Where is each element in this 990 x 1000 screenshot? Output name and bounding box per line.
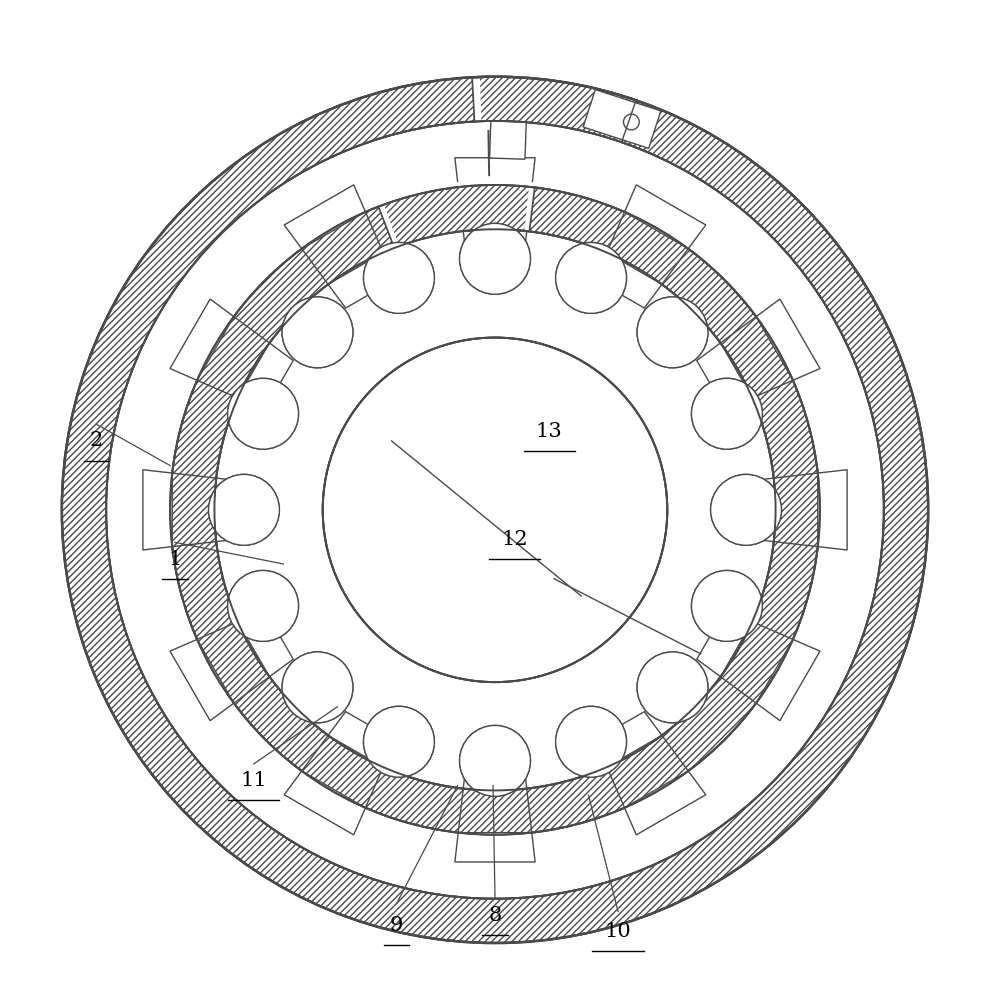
- Polygon shape: [284, 771, 365, 835]
- Circle shape: [691, 378, 762, 449]
- Polygon shape: [463, 231, 527, 260]
- Circle shape: [282, 297, 352, 368]
- Circle shape: [228, 570, 299, 641]
- Text: 2: 2: [90, 431, 103, 450]
- Polygon shape: [697, 610, 752, 677]
- Circle shape: [209, 474, 279, 545]
- Circle shape: [228, 570, 299, 641]
- Text: 1: 1: [168, 550, 182, 569]
- Polygon shape: [756, 299, 820, 380]
- Circle shape: [555, 242, 627, 313]
- Circle shape: [282, 297, 352, 368]
- Polygon shape: [697, 343, 752, 410]
- Circle shape: [363, 242, 435, 313]
- Polygon shape: [170, 639, 234, 721]
- Circle shape: [638, 297, 708, 368]
- Circle shape: [638, 652, 708, 723]
- Polygon shape: [328, 253, 395, 308]
- Wedge shape: [197, 317, 269, 398]
- Wedge shape: [170, 187, 820, 835]
- Circle shape: [638, 297, 708, 368]
- Wedge shape: [61, 77, 929, 943]
- Wedge shape: [170, 473, 216, 547]
- Text: 10: 10: [605, 922, 632, 941]
- Circle shape: [282, 652, 352, 723]
- Circle shape: [323, 338, 667, 682]
- Wedge shape: [721, 622, 793, 703]
- Circle shape: [459, 223, 531, 294]
- Polygon shape: [480, 77, 629, 140]
- Polygon shape: [216, 478, 246, 542]
- Circle shape: [711, 474, 781, 545]
- Circle shape: [691, 570, 762, 641]
- Circle shape: [363, 706, 435, 777]
- Circle shape: [459, 725, 531, 796]
- Polygon shape: [284, 185, 365, 249]
- Text: 9: 9: [390, 916, 403, 935]
- Wedge shape: [302, 212, 383, 284]
- Wedge shape: [458, 789, 532, 835]
- Circle shape: [228, 378, 299, 449]
- Circle shape: [363, 706, 435, 777]
- Polygon shape: [583, 90, 661, 148]
- Polygon shape: [454, 833, 536, 862]
- Text: 11: 11: [241, 771, 267, 790]
- Polygon shape: [595, 712, 662, 767]
- Wedge shape: [774, 473, 820, 547]
- Polygon shape: [818, 470, 847, 550]
- Polygon shape: [625, 185, 706, 249]
- Wedge shape: [607, 735, 688, 808]
- Circle shape: [638, 652, 708, 723]
- Wedge shape: [458, 185, 532, 231]
- Circle shape: [228, 378, 299, 449]
- Polygon shape: [463, 759, 527, 789]
- Polygon shape: [595, 253, 662, 308]
- Polygon shape: [625, 771, 706, 835]
- Circle shape: [555, 242, 627, 313]
- Circle shape: [209, 474, 279, 545]
- Polygon shape: [756, 639, 820, 721]
- Circle shape: [624, 114, 640, 130]
- Wedge shape: [302, 735, 383, 808]
- Polygon shape: [384, 185, 529, 246]
- Circle shape: [691, 378, 762, 449]
- Circle shape: [459, 725, 531, 796]
- Text: 13: 13: [536, 422, 562, 441]
- Polygon shape: [490, 121, 527, 159]
- Circle shape: [282, 652, 352, 723]
- Circle shape: [363, 242, 435, 313]
- Circle shape: [711, 474, 781, 545]
- Circle shape: [691, 570, 762, 641]
- Polygon shape: [328, 712, 395, 767]
- Circle shape: [459, 223, 531, 294]
- Polygon shape: [238, 610, 293, 677]
- Wedge shape: [472, 72, 638, 142]
- Polygon shape: [744, 478, 774, 542]
- Wedge shape: [721, 317, 793, 398]
- Polygon shape: [143, 470, 172, 550]
- Polygon shape: [454, 158, 536, 187]
- Polygon shape: [238, 343, 293, 410]
- Wedge shape: [607, 212, 688, 284]
- Wedge shape: [377, 180, 536, 248]
- Text: 8: 8: [488, 906, 502, 925]
- Wedge shape: [197, 622, 269, 703]
- Circle shape: [555, 706, 627, 777]
- Text: 12: 12: [501, 530, 528, 549]
- Circle shape: [555, 706, 627, 777]
- Polygon shape: [170, 299, 234, 380]
